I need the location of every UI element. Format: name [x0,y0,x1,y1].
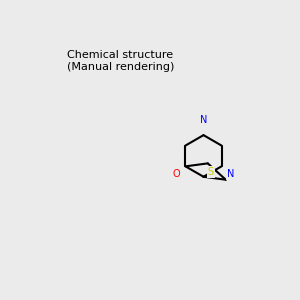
Text: O: O [173,169,181,179]
Text: Chemical structure
(Manual rendering): Chemical structure (Manual rendering) [67,50,174,72]
Text: S: S [208,167,214,176]
Text: N: N [226,169,234,179]
Text: N: N [200,115,207,125]
